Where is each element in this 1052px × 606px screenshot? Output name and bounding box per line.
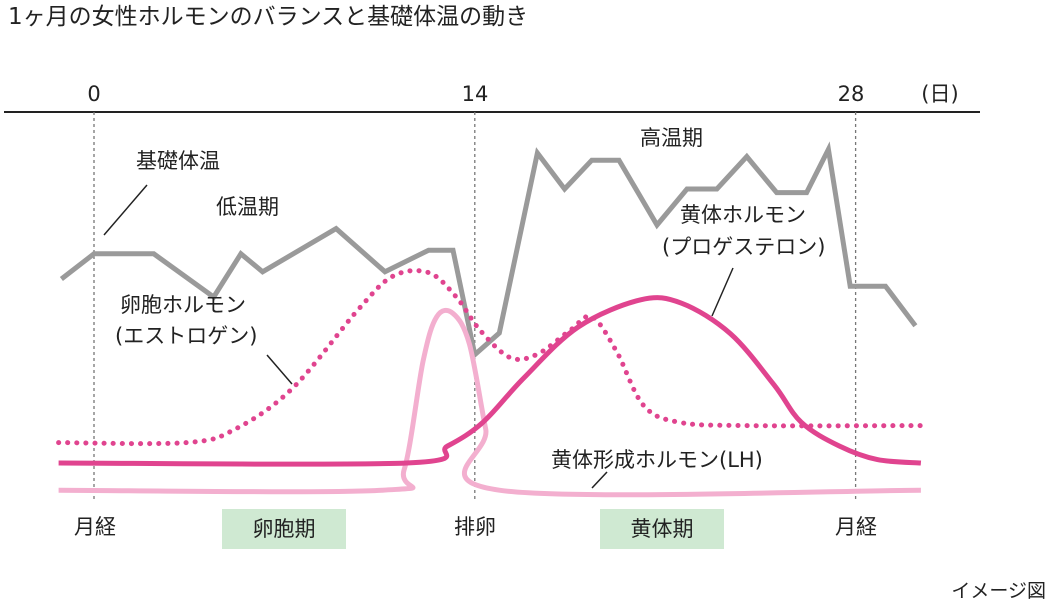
x-tick-label-0: 0 [87,82,100,106]
x-tick-label-14: 14 [462,82,489,106]
event-label-menstruation-start: 月経 [74,515,116,539]
event-label-menstruation-end: 月経 [835,515,877,539]
phase-box-follicular [222,509,346,549]
phase-label-follicular: 卵胞期 [253,517,316,541]
image-caption: イメージ図 [951,580,1046,602]
phase-boxes: 卵胞期 黄体期 [222,509,724,549]
label-basal-temperature: 基礎体温 [136,149,220,173]
event-label-ovulation: 排卵 [454,515,496,539]
day-guide-lines [93,112,857,500]
series-line-estrogen [56,268,924,447]
label-estrogen-line2: (エストロゲン) [115,324,257,348]
series-line-basal-temperature [59,141,918,360]
label-low-temperature-phase: 低温期 [216,195,279,219]
annotation-leaders [103,184,734,489]
label-high-temperature-phase: 高温期 [640,126,703,150]
phase-box-luteal [600,509,724,549]
x-tick-label-28: 28 [838,82,865,106]
x-axis-unit: (日) [921,82,958,106]
chart-title: 1ヶ月の女性ホルモンのバランスと基礎体温の動き [8,4,528,30]
label-progesterone-line2: (プロゲステロン) [662,235,825,259]
leader-lh [591,471,608,489]
label-estrogen-line1: 卵胞ホルモン [120,293,246,317]
leader-temperature [103,184,148,236]
label-progesterone-line1: 黄体ホルモン [680,203,806,227]
series-line-lh [58,307,921,498]
phase-label-luteal: 黄体期 [631,517,694,541]
label-lh: 黄体形成ホルモン(LH) [551,448,763,472]
leader-estrogen [266,354,293,385]
series-line-progesterone [58,295,922,467]
leader-progesterone [711,267,734,317]
